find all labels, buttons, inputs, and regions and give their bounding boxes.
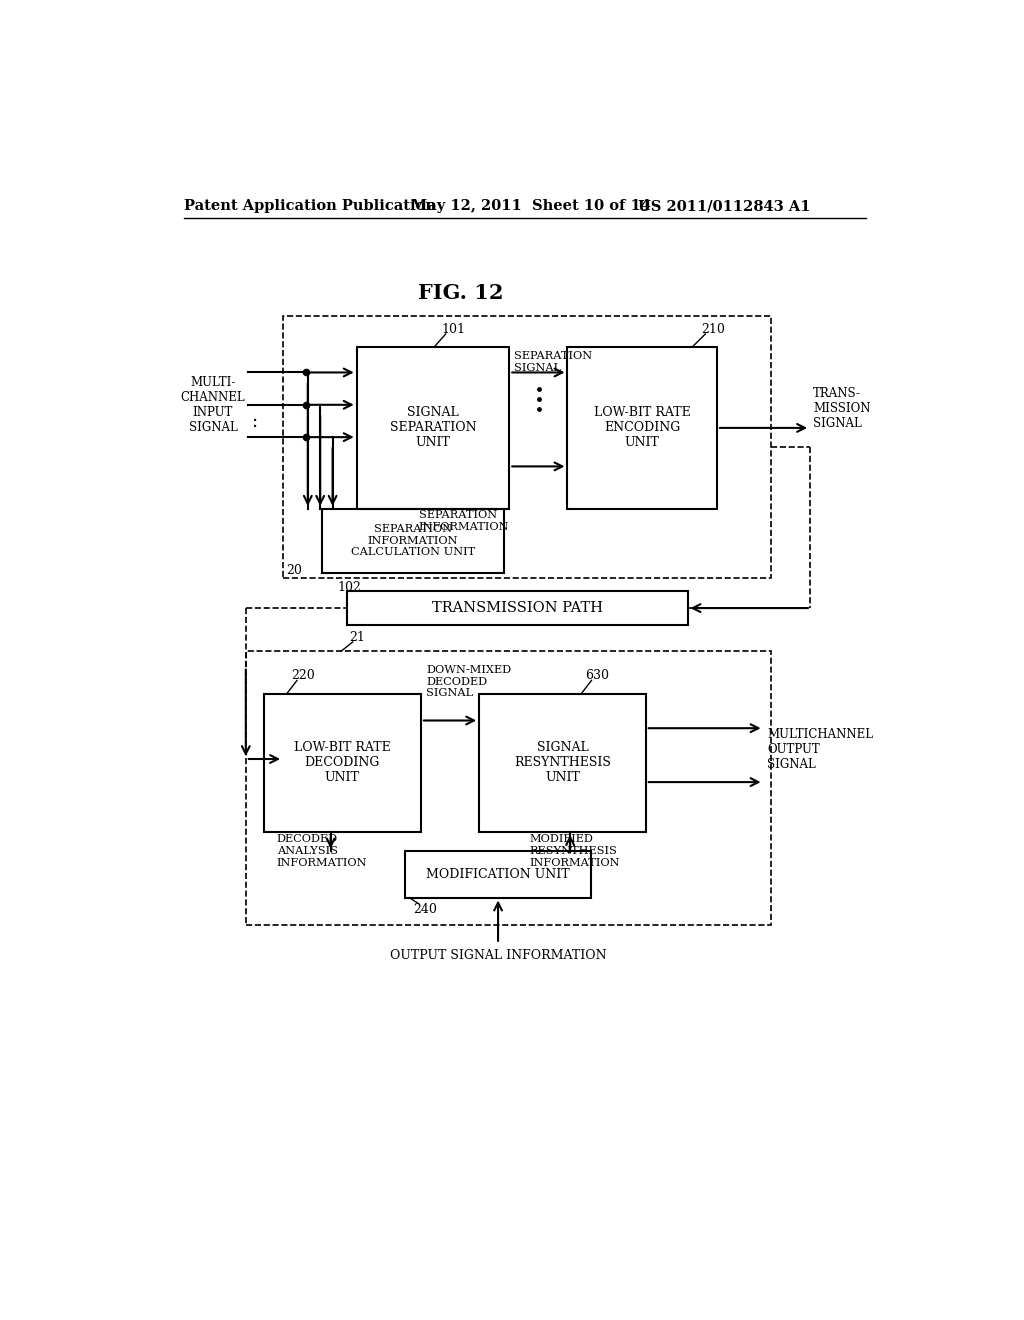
Text: MODIFICATION UNIT: MODIFICATION UNIT <box>426 869 570 880</box>
Text: US 2011/0112843 A1: US 2011/0112843 A1 <box>638 199 810 213</box>
Text: TRANS-
MISSION
SIGNAL: TRANS- MISSION SIGNAL <box>813 387 870 430</box>
Text: 240: 240 <box>414 903 437 916</box>
Bar <box>263 693 421 832</box>
Text: ·: · <box>252 418 258 437</box>
Text: OUTPUT SIGNAL INFORMATION: OUTPUT SIGNAL INFORMATION <box>390 949 606 962</box>
Text: SIGNAL
RESYNTHESIS
UNIT: SIGNAL RESYNTHESIS UNIT <box>514 742 611 784</box>
Bar <box>322 508 504 573</box>
Text: 220: 220 <box>291 669 314 682</box>
Text: ·: · <box>252 412 258 432</box>
Text: 20: 20 <box>286 564 302 577</box>
Text: 102: 102 <box>337 581 361 594</box>
Text: 630: 630 <box>586 669 609 682</box>
Text: MULTICHANNEL
OUTPUT
SIGNAL: MULTICHANNEL OUTPUT SIGNAL <box>767 729 873 771</box>
Text: MODIFIED
RESYNTHESIS
INFORMATION: MODIFIED RESYNTHESIS INFORMATION <box>529 834 620 867</box>
Bar <box>567 347 717 508</box>
Bar <box>246 651 771 924</box>
Text: LOW-BIT RATE
DECODING
UNIT: LOW-BIT RATE DECODING UNIT <box>294 742 391 784</box>
Bar <box>283 317 771 578</box>
Text: SEPARATION
INFORMATION
CALCULATION UNIT: SEPARATION INFORMATION CALCULATION UNIT <box>350 524 475 557</box>
Text: 210: 210 <box>701 323 725 335</box>
Text: SEPARATION
SIGNAL: SEPARATION SIGNAL <box>514 351 592 372</box>
Text: TRANSMISSION PATH: TRANSMISSION PATH <box>432 601 603 615</box>
Text: 21: 21 <box>349 631 365 644</box>
Text: MULTI-
CHANNEL
INPUT
SIGNAL: MULTI- CHANNEL INPUT SIGNAL <box>180 376 246 434</box>
Text: SEPARATION
INFORMATION: SEPARATION INFORMATION <box>419 511 509 532</box>
Text: Patent Application Publication: Patent Application Publication <box>183 199 436 213</box>
Bar <box>479 693 646 832</box>
Bar <box>347 591 687 626</box>
Text: DECODED
ANALYSIS
INFORMATION: DECODED ANALYSIS INFORMATION <box>276 834 368 867</box>
Text: SIGNAL
SEPARATION
UNIT: SIGNAL SEPARATION UNIT <box>390 407 476 449</box>
Bar <box>356 347 509 508</box>
Text: LOW-BIT RATE
ENCODING
UNIT: LOW-BIT RATE ENCODING UNIT <box>594 407 690 449</box>
Text: FIG. 12: FIG. 12 <box>419 284 504 304</box>
Text: DOWN-MIXED
DECODED
SIGNAL: DOWN-MIXED DECODED SIGNAL <box>426 665 512 698</box>
Bar <box>406 851 591 898</box>
Text: May 12, 2011  Sheet 10 of 14: May 12, 2011 Sheet 10 of 14 <box>411 199 650 213</box>
Text: 101: 101 <box>442 323 466 335</box>
